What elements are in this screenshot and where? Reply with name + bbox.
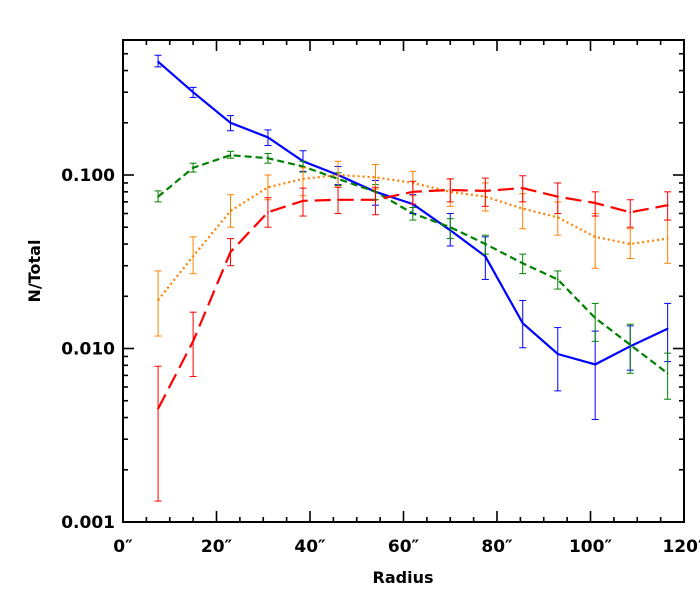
- x-tick-label: 60″: [388, 537, 420, 557]
- data-point: [521, 187, 524, 190]
- data-point: [629, 243, 632, 245]
- data-point: [192, 166, 195, 169]
- data-point: [157, 195, 159, 198]
- data-point: [594, 202, 597, 204]
- data-point: [302, 199, 304, 202]
- data-point: [521, 322, 524, 325]
- data-point: [594, 363, 597, 366]
- data-point: [302, 165, 304, 168]
- plot-frame: [122, 39, 685, 523]
- data-point: [594, 317, 597, 319]
- data-point: [192, 255, 195, 258]
- data-point: [484, 243, 487, 245]
- data-point: [267, 136, 269, 139]
- x-axis-label: Radius: [373, 568, 434, 587]
- data-point: [666, 372, 669, 375]
- data-point: [666, 204, 669, 207]
- x-tick-label: 120″: [662, 537, 700, 557]
- data-point: [484, 189, 487, 192]
- data-point: [229, 154, 232, 157]
- data-point: [449, 189, 452, 191]
- data-point: [229, 251, 232, 253]
- y-tick-label: 0.100: [61, 166, 115, 186]
- errorbar-layer: [154, 54, 672, 502]
- data-point: [629, 211, 632, 214]
- data-point: [337, 174, 339, 176]
- x-tick-label: 40″: [294, 537, 326, 557]
- data-point: [157, 407, 159, 410]
- data-point: [157, 60, 159, 63]
- data-point: [192, 340, 195, 343]
- data-point: [556, 353, 559, 355]
- data-point: [302, 177, 304, 180]
- y-tick-label: 0.010: [61, 340, 115, 360]
- data-point: [556, 195, 559, 198]
- data-point: [411, 212, 414, 215]
- data-point: [484, 255, 487, 258]
- data-point: [374, 176, 377, 179]
- x-tick-label: 100″: [569, 537, 612, 557]
- x-tick-label: 0″: [113, 537, 133, 557]
- data-point: [337, 198, 339, 201]
- y-tick-label: 0.001: [61, 513, 115, 533]
- data-point: [157, 299, 159, 302]
- series-layer: [157, 60, 669, 410]
- plot-border: [122, 39, 685, 523]
- data-point: [267, 186, 269, 189]
- data-point: [229, 121, 232, 124]
- data-point: [411, 190, 414, 193]
- ticks-layer: 0″ 20″ 40″ 60″ 80″ 100″ 120″ 0.001 0.010 0.100: [61, 39, 700, 557]
- data-point: [521, 207, 524, 210]
- data-point: [521, 262, 524, 265]
- data-point: [666, 237, 669, 240]
- data-point: [229, 210, 232, 212]
- data-point: [629, 343, 632, 346]
- series-line-4: [157, 186, 668, 410]
- data-point: [556, 216, 559, 219]
- data-point: [449, 226, 452, 229]
- data-point: [192, 91, 195, 94]
- data-point: [267, 211, 269, 214]
- data-point: [267, 157, 269, 160]
- y-axis-label: N/Total: [25, 240, 44, 303]
- x-tick-label: 20″: [201, 537, 233, 557]
- x-tick-label: 80″: [481, 537, 513, 557]
- data-point: [556, 278, 559, 281]
- data-point: [666, 327, 669, 330]
- data-point: [594, 235, 597, 238]
- data-point: [374, 198, 377, 201]
